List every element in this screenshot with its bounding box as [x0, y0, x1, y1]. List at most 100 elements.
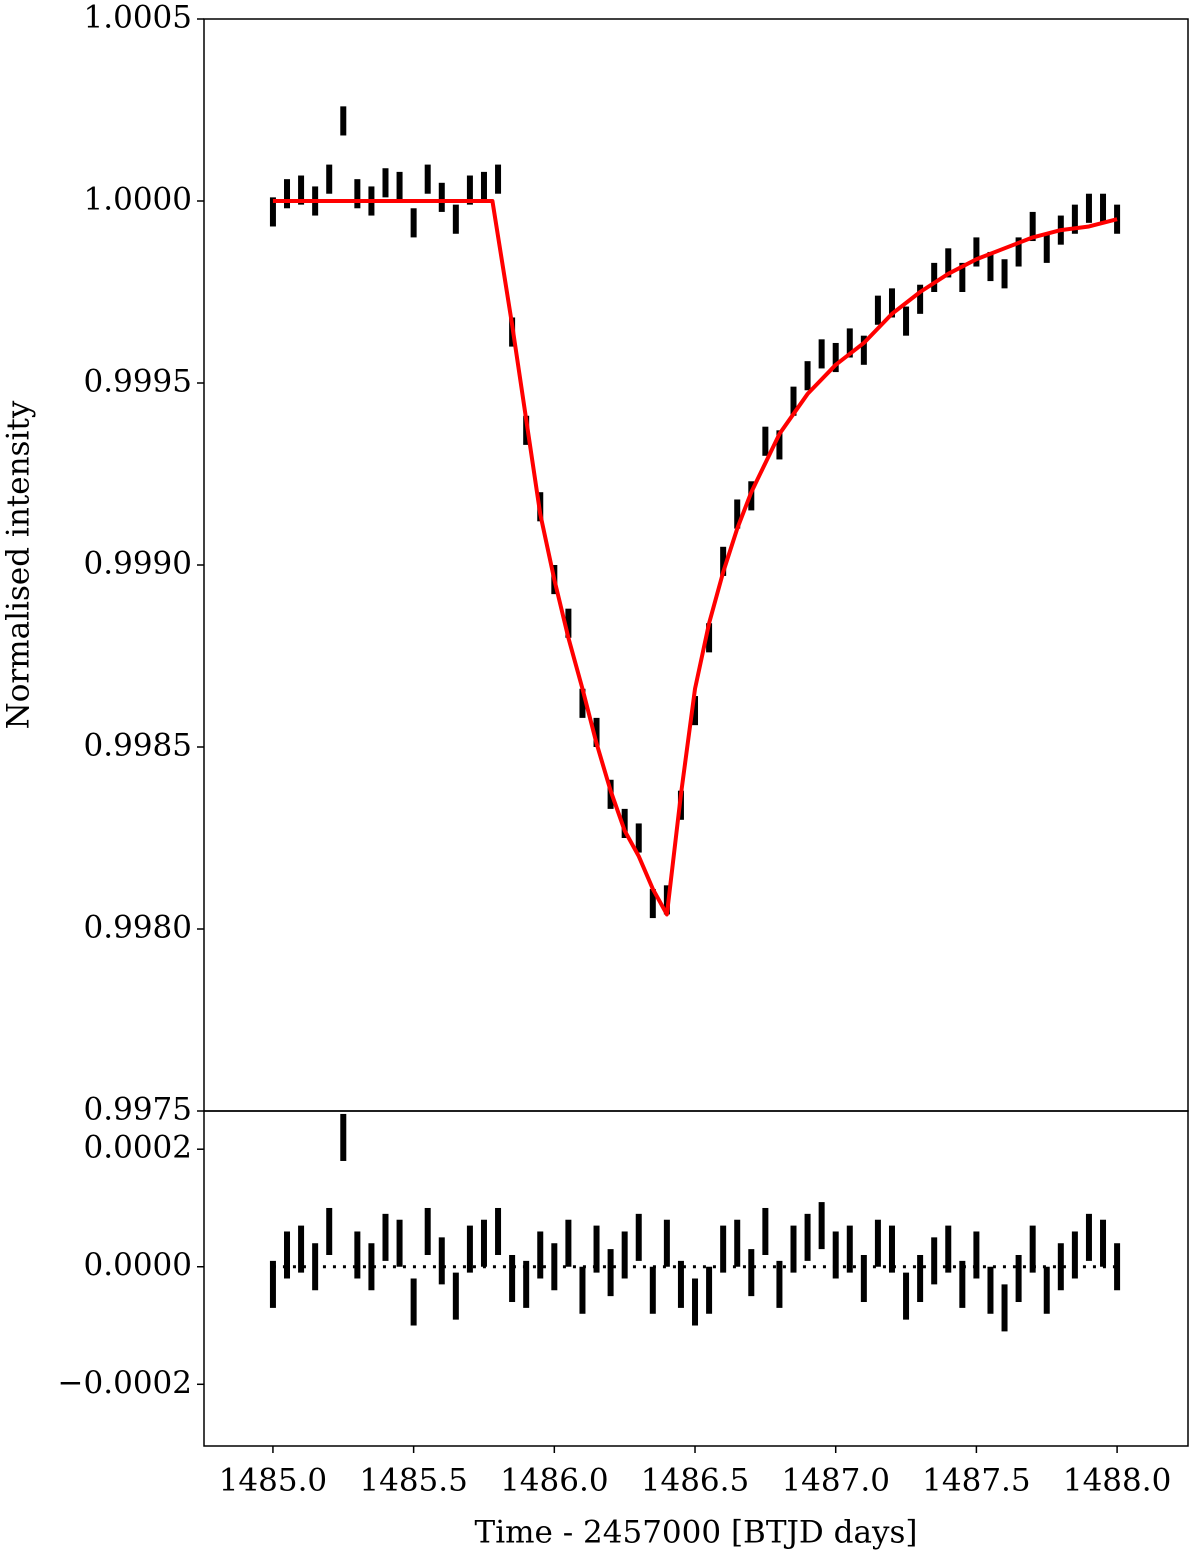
- model-line: [272, 199, 1118, 917]
- error-bar: [748, 1249, 755, 1297]
- error-bar: [466, 1225, 473, 1273]
- y-tick-label: 0.9990: [84, 546, 192, 582]
- error-bar: [677, 1260, 684, 1308]
- error-bar: [1071, 204, 1078, 234]
- error-bar: [1114, 204, 1121, 234]
- error-bar: [495, 164, 502, 194]
- error-bar: [734, 499, 741, 529]
- error-bar: [565, 608, 572, 638]
- error-bar: [326, 1207, 333, 1255]
- error-bar: [1001, 1284, 1008, 1332]
- error-bar: [593, 1225, 600, 1273]
- error-bar: [635, 823, 642, 853]
- error-bar: [340, 1113, 347, 1161]
- error-bar: [720, 546, 727, 576]
- error-bar: [818, 339, 825, 369]
- error-bar: [1029, 1225, 1036, 1273]
- error-bar: [284, 1231, 291, 1279]
- error-bar: [480, 1219, 487, 1267]
- y-tick-label: 0.9980: [84, 910, 192, 946]
- error-bar: [917, 1254, 924, 1303]
- error-bar: [790, 386, 797, 416]
- error-bar: [269, 1260, 276, 1308]
- error-bar: [621, 808, 628, 838]
- error-bar: [396, 171, 403, 201]
- error-bar: [917, 284, 924, 314]
- error-bar: [692, 1278, 699, 1326]
- error-bar: [973, 1231, 980, 1279]
- error-bar: [326, 164, 333, 194]
- x-tick-label: 1488.0: [1063, 1463, 1171, 1499]
- error-bar: [776, 1260, 783, 1308]
- error-bar: [1029, 211, 1036, 242]
- error-bar: [1001, 259, 1008, 289]
- y-axis-label: Normalised intensity: [1, 400, 37, 729]
- error-bar: [382, 1213, 389, 1261]
- x-tick-label: 1486.5: [641, 1463, 749, 1499]
- error-bar: [874, 1219, 881, 1267]
- error-bar: [706, 1266, 713, 1314]
- error-bar: [1100, 1219, 1107, 1267]
- y-tick-label: 0.9995: [84, 364, 192, 400]
- error-bar: [424, 164, 431, 194]
- x-axis-label: Time - 2457000 [BTJD days]: [475, 1515, 918, 1551]
- error-bar: [987, 1266, 994, 1314]
- error-bar: [762, 1207, 769, 1255]
- error-bar: [832, 342, 839, 373]
- error-bar: [734, 1219, 741, 1267]
- error-bar: [649, 1266, 656, 1314]
- error-bar: [888, 1225, 895, 1273]
- y-tick-label: 0.0002: [84, 1130, 192, 1166]
- error-bar: [1015, 237, 1022, 267]
- error-bar: [495, 1207, 502, 1255]
- error-bar: [860, 1254, 867, 1303]
- x-tick-label: 1487.5: [922, 1463, 1030, 1499]
- error-bar: [846, 1225, 853, 1273]
- error-bar: [424, 1207, 431, 1255]
- error-bar: [354, 1231, 361, 1279]
- error-bar: [312, 1243, 319, 1291]
- axes-frame: [203, 18, 1189, 1112]
- error-bar: [1043, 233, 1050, 263]
- y-tick-label: 0.9985: [84, 728, 192, 764]
- error-bar: [706, 623, 713, 653]
- error-bar: [509, 1254, 516, 1303]
- error-bar: [579, 688, 586, 718]
- x-tick-label: 1486.0: [500, 1463, 608, 1499]
- error-bar: [354, 179, 361, 209]
- error-bar: [607, 1249, 614, 1297]
- error-bar: [888, 288, 895, 318]
- error-bar: [931, 1237, 938, 1285]
- error-bar: [903, 1272, 910, 1320]
- error-bar: [1015, 1254, 1022, 1303]
- error-bar: [396, 1219, 403, 1267]
- error-bar: [621, 1231, 628, 1279]
- error-bar: [959, 1260, 966, 1308]
- x-tick-label: 1485.5: [359, 1463, 467, 1499]
- error-bar: [438, 1237, 445, 1285]
- error-bar: [818, 1202, 825, 1250]
- error-bar: [340, 106, 347, 136]
- error-bar: [804, 361, 811, 391]
- error-bar: [1100, 193, 1107, 223]
- error-bar: [776, 430, 783, 460]
- y-tick-label: 0.0000: [84, 1247, 192, 1283]
- x-tick-label: 1487.0: [781, 1463, 889, 1499]
- error-bar: [452, 1272, 459, 1320]
- error-bar: [565, 1219, 572, 1267]
- error-bar: [846, 328, 853, 358]
- error-bar: [649, 888, 656, 919]
- error-bar: [593, 717, 600, 747]
- error-bar: [382, 168, 389, 198]
- error-bar: [663, 1219, 670, 1267]
- y-tick-label: −0.0002: [58, 1365, 192, 1401]
- error-bar: [410, 1278, 417, 1326]
- y-tick-label: 0.9975: [84, 1092, 192, 1128]
- error-bar: [1085, 193, 1092, 223]
- error-bar: [931, 262, 938, 292]
- error-bar: [1057, 1243, 1064, 1291]
- error-bar: [579, 1266, 586, 1314]
- error-bar: [874, 295, 881, 325]
